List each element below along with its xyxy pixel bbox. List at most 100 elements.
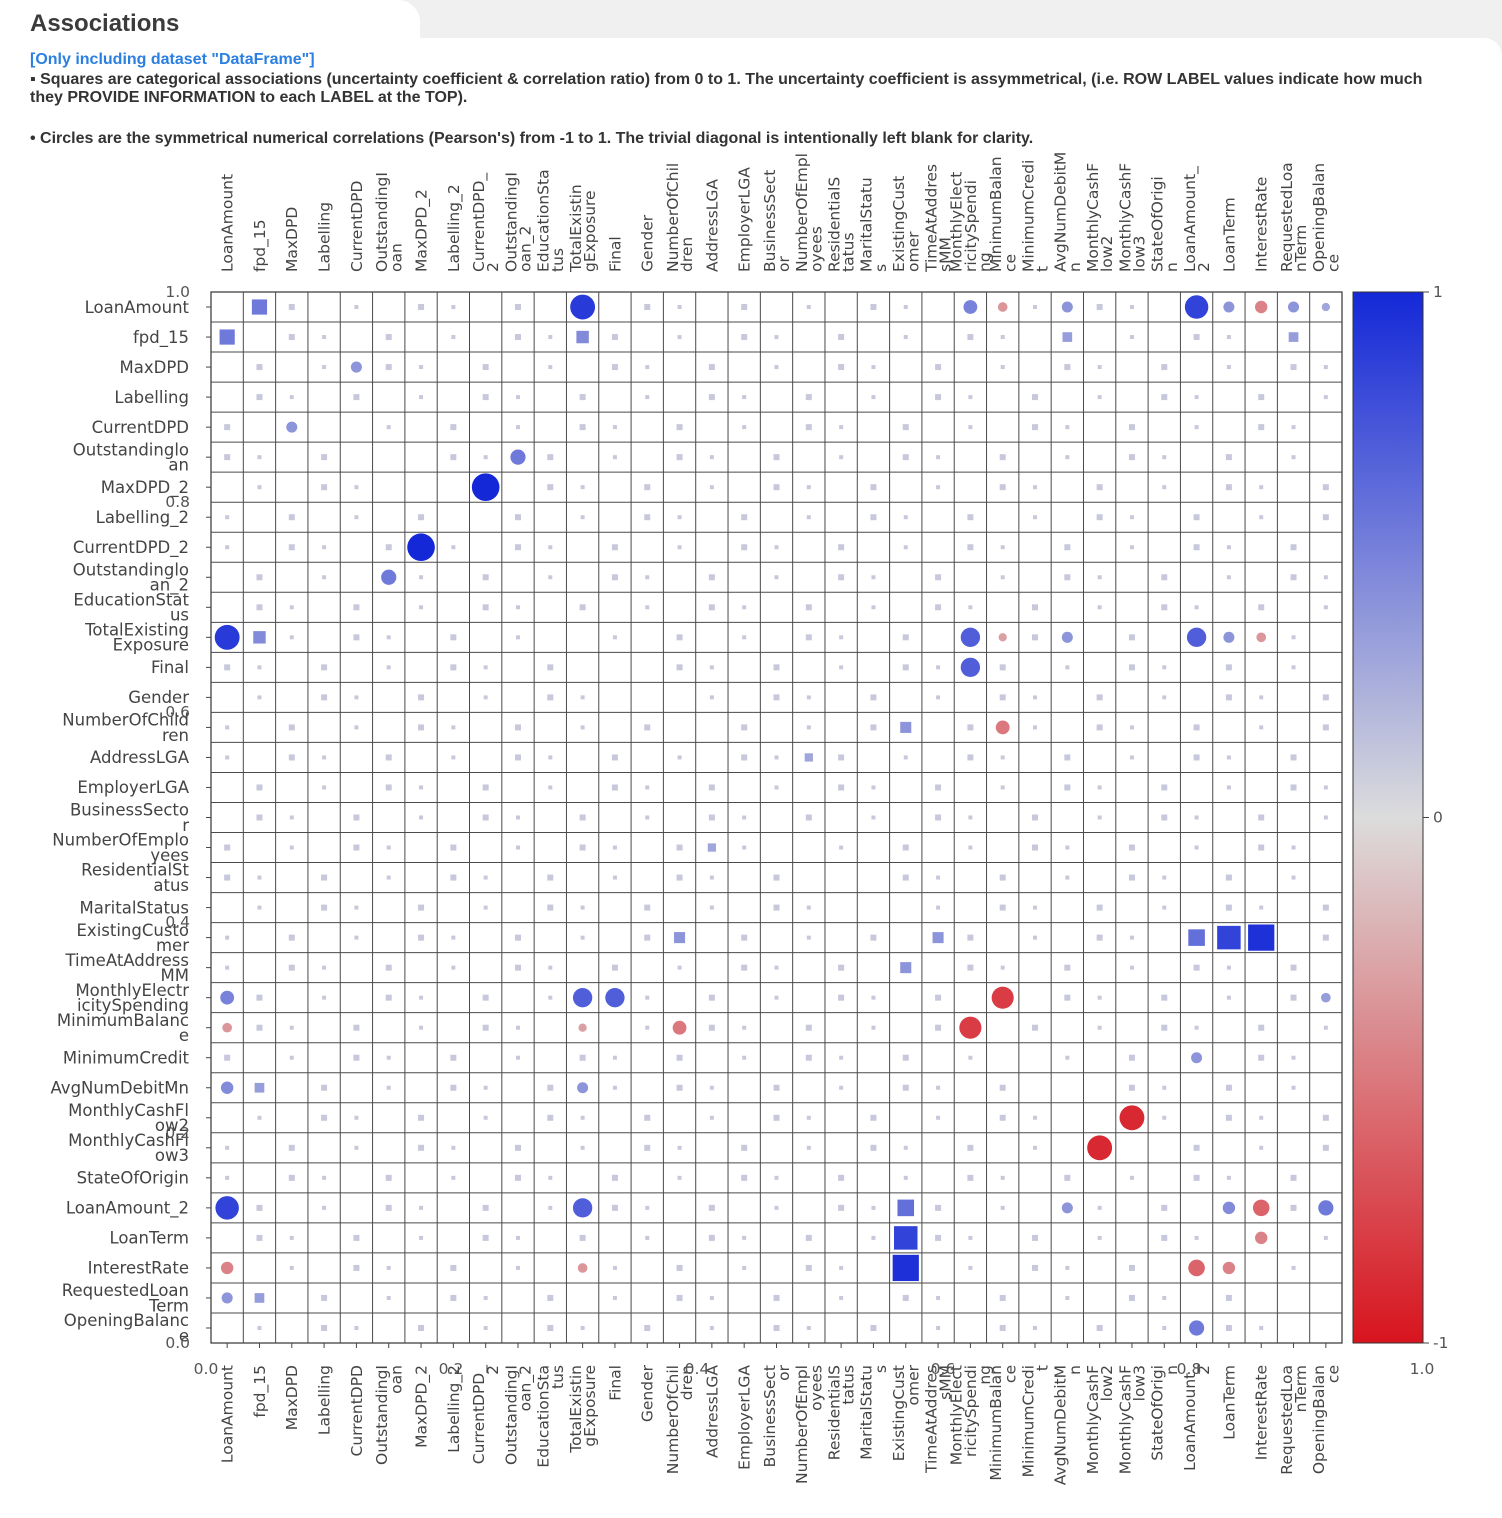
minor-mark bbox=[1322, 724, 1329, 731]
minor-mark bbox=[548, 335, 553, 340]
minor-mark bbox=[1097, 575, 1102, 580]
minor-mark bbox=[611, 784, 618, 791]
minor-mark bbox=[1096, 1324, 1103, 1331]
row-label: MaxDPD bbox=[120, 358, 189, 377]
minor-mark bbox=[579, 1234, 586, 1241]
minor-mark bbox=[645, 1235, 650, 1240]
minor-mark bbox=[288, 334, 295, 341]
minor-mark bbox=[1258, 844, 1265, 851]
minor-mark bbox=[968, 1265, 973, 1270]
minor-mark bbox=[257, 665, 262, 670]
minor-mark bbox=[806, 1145, 811, 1150]
minor-mark bbox=[225, 965, 230, 970]
correlation-circle bbox=[578, 1023, 587, 1032]
minor-mark bbox=[1259, 485, 1264, 490]
minor-mark bbox=[1290, 784, 1297, 791]
minor-mark bbox=[1128, 874, 1135, 881]
minor-mark bbox=[774, 1175, 779, 1180]
minor-mark bbox=[1000, 755, 1005, 760]
minor-mark bbox=[773, 1324, 780, 1331]
minor-mark bbox=[547, 874, 554, 881]
minor-mark bbox=[354, 935, 359, 940]
minor-mark bbox=[1064, 964, 1071, 971]
minor-mark bbox=[645, 395, 650, 400]
minor-mark bbox=[1291, 425, 1296, 430]
minor-mark bbox=[611, 574, 618, 581]
minor-mark bbox=[385, 334, 392, 341]
row-label: MinimumBalanc e bbox=[57, 1011, 189, 1045]
minor-mark bbox=[450, 454, 457, 461]
y-axis-tick-label: 1.0 bbox=[165, 283, 190, 301]
minor-mark bbox=[515, 425, 520, 430]
minor-mark bbox=[773, 1114, 780, 1121]
minor-mark bbox=[1226, 785, 1231, 790]
minor-mark bbox=[385, 994, 392, 1001]
minor-mark bbox=[644, 934, 651, 941]
minor-mark bbox=[483, 1325, 488, 1330]
correlation-circle bbox=[963, 300, 978, 314]
y-axis-tick-label: 0.2 bbox=[165, 1124, 190, 1142]
minor-mark bbox=[806, 935, 811, 940]
correlation-circle bbox=[1119, 1105, 1145, 1131]
minor-mark bbox=[514, 1144, 521, 1151]
minor-mark bbox=[1323, 785, 1328, 790]
column-label-top: Labelling_2 bbox=[445, 184, 464, 272]
minor-mark bbox=[1291, 1085, 1296, 1090]
minor-mark bbox=[450, 1084, 457, 1091]
minor-mark bbox=[773, 484, 780, 491]
minor-mark bbox=[1226, 575, 1231, 580]
minor-mark bbox=[741, 304, 748, 311]
minor-mark bbox=[419, 1025, 424, 1030]
column-label-bottom: AddressLGA bbox=[703, 1365, 721, 1458]
correlation-circle bbox=[1288, 301, 1300, 313]
y-axis-tick-label: 0.8 bbox=[165, 493, 190, 511]
correlation-circle bbox=[1186, 627, 1207, 647]
minor-mark bbox=[1097, 1205, 1102, 1210]
minor-mark bbox=[1323, 365, 1328, 370]
minor-mark bbox=[580, 695, 585, 700]
correlation-circle bbox=[350, 361, 362, 373]
minor-mark bbox=[1096, 514, 1103, 521]
minor-mark bbox=[418, 904, 425, 911]
minor-mark bbox=[773, 454, 780, 461]
minor-mark bbox=[482, 364, 489, 371]
minor-mark bbox=[1193, 964, 1200, 971]
minor-mark bbox=[612, 455, 617, 460]
minor-mark bbox=[548, 365, 553, 370]
correlation-circle bbox=[1222, 1261, 1236, 1275]
column-label-bottom: MaxDPD_2 bbox=[412, 1365, 431, 1448]
minor-mark bbox=[288, 514, 295, 521]
minor-mark bbox=[225, 545, 230, 550]
minor-mark bbox=[838, 1204, 845, 1211]
minor-mark bbox=[386, 425, 391, 430]
minor-mark bbox=[1225, 664, 1232, 671]
minor-mark bbox=[839, 1295, 844, 1300]
minor-mark bbox=[676, 424, 683, 431]
minor-mark bbox=[1161, 364, 1168, 371]
minor-mark bbox=[1033, 695, 1038, 700]
minor-mark bbox=[1033, 905, 1038, 910]
correlation-circle bbox=[215, 1196, 239, 1220]
column-label-top: MonthlyCashFlow2 bbox=[1084, 163, 1116, 272]
row-label: MinimumCredit bbox=[63, 1049, 190, 1068]
column-label-bottom: Labelling bbox=[316, 1365, 334, 1435]
minor-mark bbox=[1000, 575, 1005, 580]
minor-mark bbox=[774, 785, 779, 790]
minor-mark bbox=[1032, 814, 1039, 821]
minor-mark bbox=[1129, 935, 1134, 940]
minor-mark bbox=[418, 514, 425, 521]
minor-mark bbox=[482, 394, 489, 401]
minor-mark bbox=[515, 845, 520, 850]
correlation-circle bbox=[991, 986, 1014, 1009]
minor-mark bbox=[483, 1295, 488, 1300]
minor-mark bbox=[224, 664, 231, 671]
minor-mark bbox=[1162, 875, 1167, 880]
minor-mark bbox=[999, 874, 1006, 881]
minor-mark bbox=[612, 635, 617, 640]
minor-mark bbox=[967, 964, 974, 971]
minor-mark bbox=[644, 304, 651, 311]
minor-mark bbox=[935, 814, 942, 821]
minor-mark bbox=[419, 815, 424, 820]
minor-mark bbox=[1129, 545, 1134, 550]
minor-mark bbox=[936, 1115, 941, 1120]
